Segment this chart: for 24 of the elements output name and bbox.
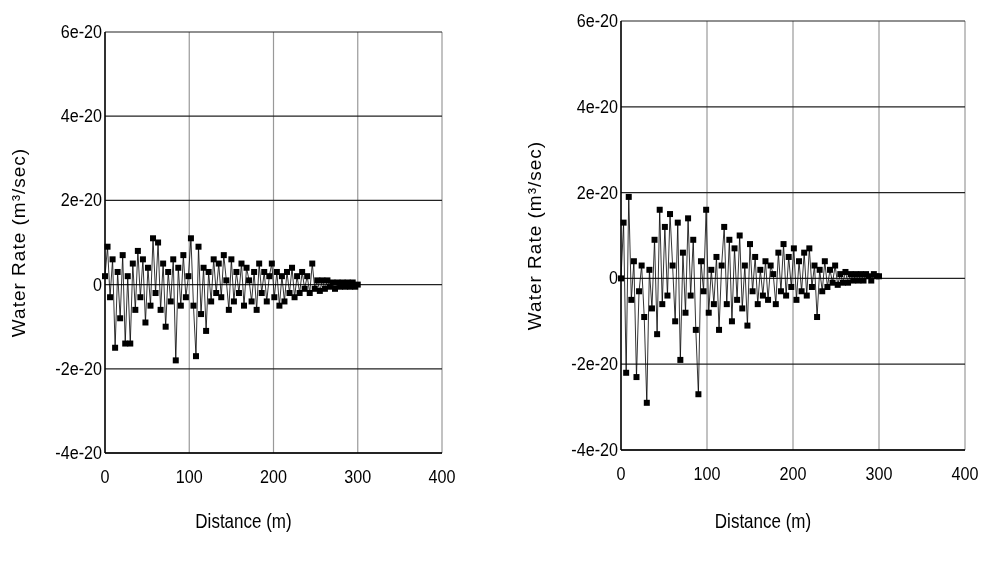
y-tick-label: 2e-20 (576, 181, 619, 203)
x-tick-label: 100 (693, 462, 721, 485)
y-tick-label: 2e-20 (60, 189, 103, 211)
y-tick-label: 0 (609, 267, 619, 289)
x-tick-label: 400 (428, 465, 456, 488)
y-tick-label: -4e-20 (571, 438, 619, 461)
x-tick-label: 100 (175, 465, 203, 488)
y-tick-label: 6e-20 (60, 20, 103, 43)
x-tick-label: 200 (260, 465, 288, 488)
y-tick-label: 4e-20 (60, 104, 103, 127)
x-tick-label: 400 (951, 462, 979, 485)
x-axis-title: Distance (m) (714, 509, 812, 533)
y-axis-title: Water Rate (m³/sec) (524, 140, 545, 331)
y-tick-label: 0 (93, 273, 103, 295)
x-tick-label: 300 (865, 462, 893, 485)
y-tick-label: -2e-20 (571, 352, 619, 375)
y-tick-label: 6e-20 (576, 9, 619, 32)
y-tick-label: -2e-20 (55, 357, 103, 380)
y-tick-label: 4e-20 (576, 95, 619, 118)
y-axis-title: Water Rate (m³/sec) (8, 147, 29, 338)
x-tick-label: 300 (344, 465, 372, 488)
y-tick-label: -4e-20 (55, 441, 103, 464)
x-tick-label: 200 (779, 462, 807, 485)
x-axis-title: Distance (m) (195, 509, 292, 533)
